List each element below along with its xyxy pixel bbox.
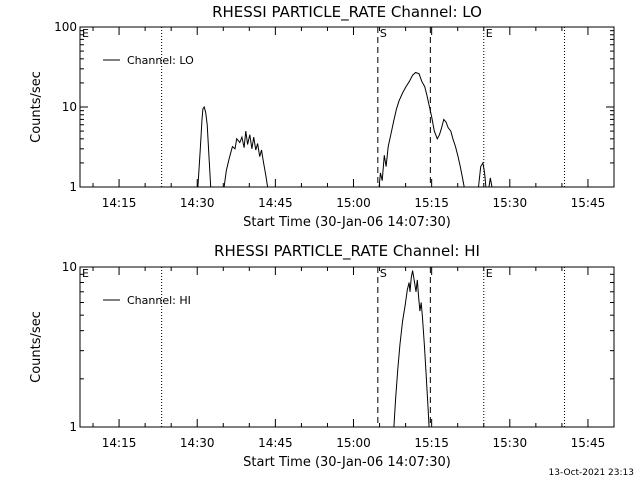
y-tick-label: 10 [62,100,77,114]
x-tick-label: 15:00 [336,196,371,210]
x-tick-label: 14:45 [258,436,293,450]
x-tick-label: 14:15 [102,436,137,450]
series-line-segment [197,105,212,188]
x-tick-label: 15:00 [336,436,371,450]
plot-frame [79,266,615,428]
footer-timestamp: 13-Oct-2021 23:13 [549,468,634,478]
event-marker-label: E [82,27,89,40]
series-line-segment [478,161,487,188]
series-line-segment [393,270,430,428]
legend-label: Channel: LO [127,54,194,67]
series-line-segment [378,71,465,188]
series-line-segment [488,177,493,188]
series-line-segment [223,131,269,188]
y-tick-label: 1 [69,420,77,434]
event-marker-label: E [486,267,493,280]
x-tick-label: 14:15 [102,196,137,210]
y-tick-label: 10 [62,260,77,274]
y-tick-label: 1 [69,180,77,194]
event-marker-label: E [82,267,89,280]
x-tick-label: 15:45 [571,436,606,450]
x-tick-label: 14:30 [180,436,215,450]
chart-title: RHESSI PARTICLE_RATE Channel: HI [214,242,480,261]
x-axis-label: Start Time (30-Jan-06 14:07:30) [243,215,451,230]
x-tick-label: 15:45 [571,196,606,210]
lo-channel-panel: RHESSI PARTICLE_RATE Channel: LO 14:15 14:… [29,3,615,230]
plot-frame [79,26,615,188]
event-marker-label: S [380,267,387,280]
hi-channel-panel: RHESSI PARTICLE_RATE Channel: HI 14:15 14:… [29,242,615,470]
y-axis-label: Counts/sec [29,311,44,383]
y-axis-label: Counts/sec [29,71,44,143]
x-tick-label: 15:30 [493,436,528,450]
event-marker-label: S [380,27,387,40]
x-tick-label: 15:30 [493,196,528,210]
y-tick-label: 100 [54,20,77,34]
legend-label: Channel: HI [127,294,191,307]
x-tick-label: 14:30 [180,196,215,210]
chart-title: RHESSI PARTICLE_RATE Channel: LO [212,3,482,22]
x-tick-label: 15:15 [414,436,449,450]
x-axis-label: Start Time (30-Jan-06 14:07:30) [243,455,451,470]
x-tick-label: 14:45 [258,196,293,210]
event-marker-label: E [486,27,493,40]
x-tick-label: 15:15 [414,196,449,210]
